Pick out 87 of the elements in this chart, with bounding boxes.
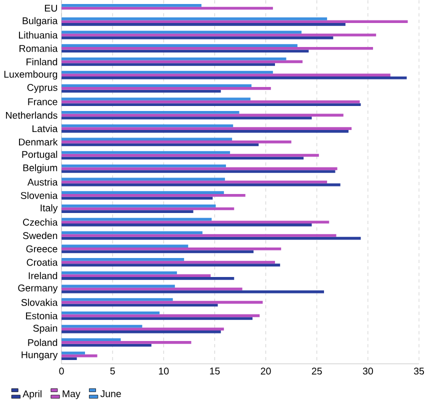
x-tick-label: 15 bbox=[210, 368, 220, 374]
bar bbox=[62, 264, 280, 266]
bar bbox=[62, 127, 352, 130]
bar bbox=[62, 63, 275, 66]
y-tick-label: Ireland bbox=[28, 272, 58, 280]
bar bbox=[62, 304, 218, 306]
y-tick-label: Greece bbox=[26, 245, 58, 252]
y-tick-label: Romania bbox=[20, 44, 58, 52]
y-tick-label: Estonia bbox=[26, 312, 58, 320]
y-tick-label: Finland bbox=[26, 58, 58, 66]
y-tick-label: Belgium bbox=[23, 164, 58, 174]
y-tick-label: Portugal bbox=[22, 150, 58, 160]
y-tick-label: Sweden bbox=[22, 232, 58, 239]
bar bbox=[62, 357, 77, 360]
bar bbox=[62, 317, 253, 320]
bar bbox=[62, 50, 309, 52]
bar bbox=[62, 4, 202, 7]
bar bbox=[62, 156, 304, 160]
bar bbox=[62, 220, 330, 224]
y-tick-label: EU bbox=[44, 4, 57, 12]
y-tick-label: Italy bbox=[40, 204, 58, 214]
bar bbox=[62, 170, 336, 173]
x-tick-label: 30 bbox=[362, 368, 373, 374]
legend-label: April bbox=[22, 390, 42, 400]
y-tick-label: Germany bbox=[18, 284, 58, 294]
y-tick-label: Lithuania bbox=[18, 31, 58, 38]
bar bbox=[62, 84, 252, 87]
y-tick-label: France bbox=[28, 98, 58, 106]
bar bbox=[62, 223, 312, 226]
bar bbox=[62, 150, 230, 154]
y-tick-label: Latvia bbox=[32, 124, 58, 132]
bar bbox=[62, 22, 346, 26]
bar bbox=[62, 180, 328, 184]
bar bbox=[62, 274, 211, 277]
y-tick-label: Croatia bbox=[26, 258, 58, 266]
bar bbox=[62, 138, 232, 140]
y-tick-label: Spain bbox=[33, 324, 58, 334]
bar bbox=[62, 311, 160, 314]
bar bbox=[62, 76, 407, 80]
bar bbox=[62, 110, 240, 114]
bar bbox=[62, 298, 173, 301]
bar bbox=[62, 194, 246, 197]
bar bbox=[62, 44, 298, 47]
y-tick-label: Denmark bbox=[19, 138, 58, 146]
bar bbox=[62, 352, 86, 354]
bar bbox=[62, 287, 242, 290]
y-tick-label: Hungary bbox=[22, 351, 58, 360]
bar bbox=[62, 247, 282, 250]
y-tick-label: Czechia bbox=[23, 218, 58, 226]
bar bbox=[62, 204, 216, 208]
y-tick-label: Cyprus bbox=[27, 84, 58, 93]
y-tick-label: Bulgaria bbox=[22, 16, 58, 26]
x-tick-label: 35 bbox=[414, 368, 424, 374]
bar bbox=[62, 244, 188, 248]
legend-label: June bbox=[100, 390, 121, 398]
bar bbox=[62, 191, 224, 194]
bar bbox=[62, 20, 408, 23]
bar bbox=[62, 164, 226, 168]
x-tick-label: 10 bbox=[158, 368, 169, 374]
y-tick-label: Austria bbox=[27, 178, 58, 186]
bar bbox=[62, 338, 121, 341]
x-tick-label: 5 bbox=[110, 368, 115, 374]
legend-label: May bbox=[62, 390, 80, 399]
bar bbox=[62, 210, 194, 213]
y-tick-label: Poland bbox=[28, 338, 58, 346]
x-tick-label: 0 bbox=[59, 368, 64, 374]
x-tick-label: 20 bbox=[260, 368, 271, 374]
y-tick-label: Slovenia bbox=[20, 192, 58, 199]
bar bbox=[62, 140, 292, 144]
bar bbox=[62, 86, 271, 90]
bar bbox=[62, 258, 184, 261]
bar bbox=[62, 330, 221, 334]
bar bbox=[62, 33, 376, 36]
bar bbox=[62, 103, 361, 106]
bar bbox=[62, 340, 192, 344]
bar bbox=[62, 116, 312, 120]
y-tick-label: Slovakia bbox=[21, 298, 58, 306]
y-tick-label: Luxembourg bbox=[4, 70, 58, 80]
bar bbox=[62, 328, 224, 330]
bar bbox=[62, 74, 390, 76]
bar bbox=[62, 276, 234, 280]
y-tick-label: Netherlands bbox=[6, 112, 58, 119]
bar bbox=[62, 98, 250, 100]
bar bbox=[62, 57, 286, 60]
bar bbox=[62, 234, 336, 237]
x-tick-label: 25 bbox=[312, 368, 322, 374]
bar bbox=[62, 130, 349, 133]
